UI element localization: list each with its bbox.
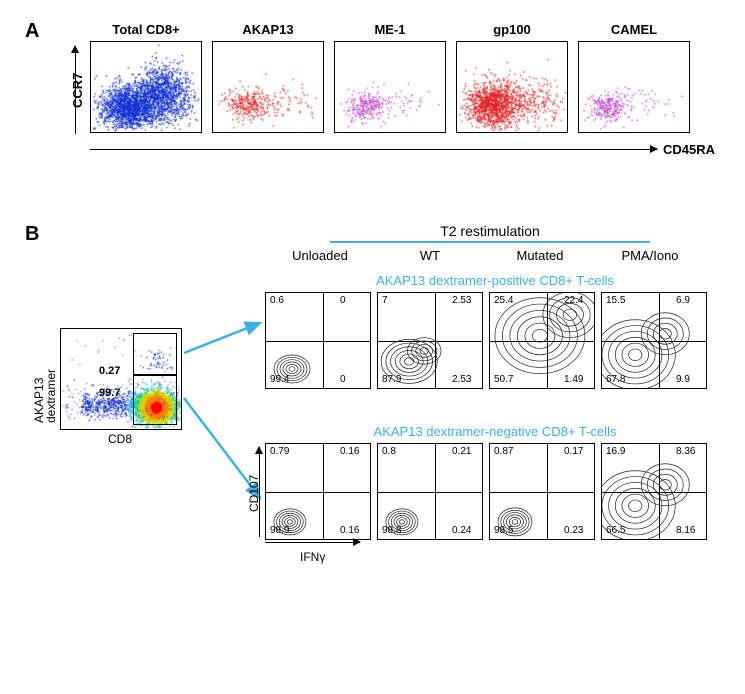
y-axis-label-a: CCR7 bbox=[70, 73, 85, 108]
contour-row-2: 0.790.1698.90.160.80.2198.80.240.870.179… bbox=[265, 443, 725, 540]
scatter-akap13: AKAP13 bbox=[212, 22, 324, 133]
contour-plot: 0.870.1798.50.23 bbox=[489, 443, 595, 540]
contour-plot: 0.6099.40 bbox=[265, 292, 371, 389]
scatter-title: gp100 bbox=[493, 22, 531, 37]
t2-header: T2 restimulation bbox=[330, 223, 650, 243]
col-unloaded: Unloaded bbox=[265, 248, 375, 263]
scatter-camel: CAMEL bbox=[578, 22, 690, 133]
column-headers: Unloaded WT Mutated PMA/Iono bbox=[265, 248, 705, 263]
col-mutated: Mutated bbox=[485, 248, 595, 263]
contour-plot: 0.790.1698.90.16 bbox=[265, 443, 371, 540]
row2-title: AKAP13 dextramer-negative CD8+ T-cells bbox=[265, 424, 725, 439]
contour-plot: 0.80.2198.80.24 bbox=[377, 443, 483, 540]
row1-title: AKAP13 dextramer-positive CD8+ T-cells bbox=[265, 273, 725, 288]
contour-x-arrow bbox=[265, 542, 360, 543]
scatter-gp100: gp100 bbox=[456, 22, 568, 133]
scatter-plot bbox=[456, 41, 568, 133]
gating-plot: 0.27 99.7 bbox=[60, 328, 182, 430]
contour-plot: 72.5387.92.53 bbox=[377, 292, 483, 389]
col-wt: WT bbox=[375, 248, 485, 263]
contour-x-axis: IFNγ bbox=[300, 550, 325, 564]
top-gate-value: 0.27 bbox=[99, 365, 120, 377]
scatter-plot bbox=[578, 41, 690, 133]
contour-plot: 15.56.967.89.9 bbox=[601, 292, 707, 389]
col-pma: PMA/Iono bbox=[595, 248, 705, 263]
scatter-title: CAMEL bbox=[611, 22, 657, 37]
scatter-title: AKAP13 bbox=[242, 22, 293, 37]
bottom-gate bbox=[133, 375, 177, 425]
gating-y-line1: dextramer bbox=[44, 369, 58, 423]
x-axis-arrow bbox=[90, 149, 657, 150]
gating-y-line2: AKAP13 bbox=[32, 378, 46, 423]
top-gate bbox=[133, 333, 177, 375]
scatter-total-cd8-: Total CD8+ bbox=[90, 22, 202, 133]
x-axis-label-a: CD45RA bbox=[663, 142, 715, 157]
gating-y-axis2: AKAP13 bbox=[32, 378, 46, 423]
contour-row-1: 0.6099.4072.5387.92.5325.422.450.71.4915… bbox=[265, 292, 725, 389]
bottom-gate-value: 99.7 bbox=[99, 387, 120, 399]
panel-b-label: B bbox=[25, 223, 39, 246]
scatter-plot bbox=[334, 41, 446, 133]
scatter-me-1: ME-1 bbox=[334, 22, 446, 133]
gating-x-axis: CD8 bbox=[60, 432, 180, 446]
t2-underline bbox=[330, 241, 650, 243]
contour-y-arrow bbox=[259, 447, 260, 537]
scatter-plot bbox=[212, 41, 324, 133]
panel-a-label: A bbox=[25, 20, 39, 43]
scatter-title: Total CD8+ bbox=[112, 22, 179, 37]
gating-y-axis: dextramer bbox=[44, 369, 58, 423]
scatter-title: ME-1 bbox=[374, 22, 405, 37]
contour-plot: 25.422.450.71.49 bbox=[489, 292, 595, 389]
panel-b: B T2 restimulation Unloaded WT Mutated P… bbox=[20, 223, 725, 572]
gating-block: dextramer AKAP13 0.27 99.7 CD8 bbox=[60, 328, 182, 446]
panel-a: A CCR7 Total CD8+ AKAP13 ME-1 gp100 CAMEL CD… bbox=[20, 20, 725, 183]
contour-plot: 16.98.3666.58.16 bbox=[601, 443, 707, 540]
t2-header-text: T2 restimulation bbox=[440, 223, 540, 239]
scatter-plot bbox=[90, 41, 202, 133]
